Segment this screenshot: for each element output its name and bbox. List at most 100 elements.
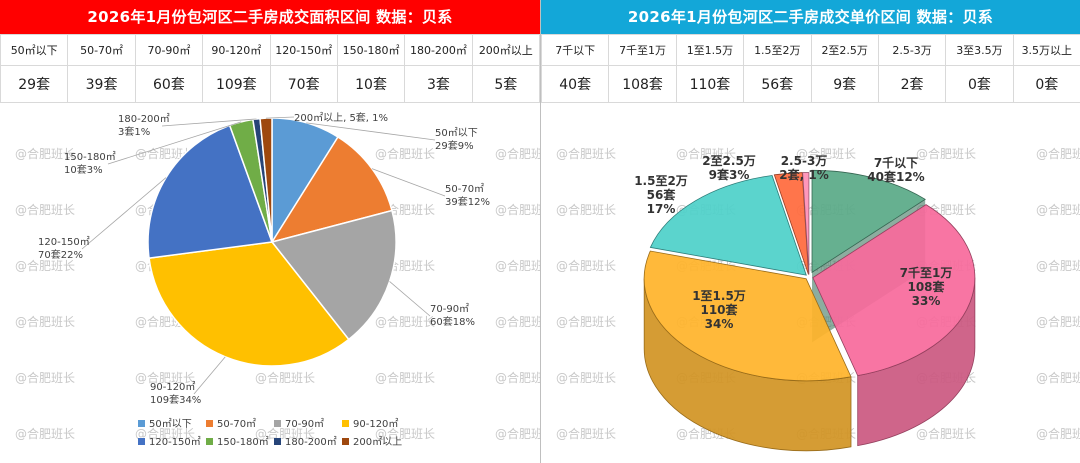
right-header-cell: 7千至1万 bbox=[608, 34, 677, 66]
watermark-text: @合肥班长 bbox=[15, 258, 75, 273]
watermark-text: @合肥班长 bbox=[1036, 202, 1080, 217]
left-header-cell: 50㎡以下 bbox=[0, 34, 69, 66]
data-label: 2套, 1% bbox=[779, 167, 828, 182]
left-value-cell: 70套 bbox=[269, 65, 338, 103]
legend-swatch bbox=[274, 420, 281, 427]
data-label: 3套1% bbox=[118, 125, 150, 138]
watermark-text: @合肥班长 bbox=[135, 370, 195, 385]
right-header-cell: 7千以下 bbox=[540, 34, 610, 66]
leader-line bbox=[389, 281, 431, 317]
legend-swatch bbox=[138, 438, 145, 445]
chart-legend: 50㎡以下 50-70㎡ 70-90㎡ 90-120㎡ 120-150㎡ 150-180㎡… bbox=[138, 418, 402, 448]
data-label: 40套12% bbox=[867, 169, 924, 184]
pie-slice bbox=[148, 241, 350, 367]
left-value-cell: 3套 bbox=[404, 65, 473, 103]
legend-label: 90-120㎡ bbox=[353, 418, 398, 430]
area-summary-table: 50㎡以下 50-70㎡ 70-90㎡ 90-120㎡ 120-150㎡ 150-180㎡… bbox=[0, 34, 541, 103]
legend-swatch bbox=[206, 420, 213, 427]
left-header-cell: 150-180㎡ bbox=[336, 34, 406, 66]
data-label: 109套34% bbox=[150, 393, 201, 406]
right-value-cell: 56套 bbox=[743, 65, 812, 103]
leader-line bbox=[371, 168, 446, 197]
data-label: 110套 bbox=[700, 302, 738, 317]
left-value-cell: 10套 bbox=[336, 65, 406, 103]
watermark-text: @合肥班长 bbox=[1036, 314, 1080, 329]
left-value-cell: 60套 bbox=[134, 65, 204, 103]
watermark-text: @合肥班长 bbox=[135, 146, 195, 161]
watermark-text: @合肥班长 bbox=[556, 314, 616, 329]
watermark-text: @合肥班长 bbox=[916, 146, 976, 161]
legend-label: 70-90㎡ bbox=[285, 418, 324, 430]
watermark-text: @合肥班长 bbox=[375, 370, 435, 385]
leader-line bbox=[81, 177, 167, 250]
data-label: 50㎡以下 bbox=[435, 127, 478, 139]
right-header-cell: 1至1.5万 bbox=[675, 34, 745, 66]
right-header-cell: 3至3.5万 bbox=[945, 34, 1014, 66]
legend-label: 50㎡以下 bbox=[149, 418, 192, 430]
legend-label: 150-180㎡ bbox=[217, 436, 269, 448]
pie-3d-tops bbox=[643, 169, 976, 382]
data-label: 200㎡以上, 5套, 1% bbox=[294, 111, 388, 124]
watermark-text: @合肥班长 bbox=[375, 146, 435, 161]
watermark-text: @合肥班长 bbox=[1036, 370, 1080, 385]
data-label: 7千至1万 bbox=[900, 265, 953, 280]
pie-slice bbox=[812, 204, 976, 377]
legend-label: 120-150㎡ bbox=[149, 436, 201, 448]
data-label: 2至2.5万 bbox=[702, 154, 756, 168]
left-header-cell: 50-70㎡ bbox=[67, 34, 136, 66]
watermark-text: @合肥班长 bbox=[135, 426, 195, 441]
watermark-text: @合肥班长 bbox=[375, 314, 435, 329]
right-value-cell: 9套 bbox=[810, 65, 879, 103]
watermark-text: @合肥班长 bbox=[375, 426, 435, 441]
data-label: 50-70㎡ bbox=[445, 183, 484, 195]
data-label: 39套12% bbox=[445, 195, 490, 208]
area-chart-title: 2026年1月份包河区二手房成交面积区间 数据：贝系 bbox=[0, 0, 540, 34]
watermark-text: @合肥班长 bbox=[556, 258, 616, 273]
data-label: 7千以下 bbox=[874, 155, 918, 170]
left-header-cell: 70-90㎡ bbox=[134, 34, 204, 66]
right-header-cell: 1.5至2万 bbox=[743, 34, 812, 66]
watermark-text: @合肥班长 bbox=[15, 202, 75, 217]
right-header-cell: 2.5-3万 bbox=[877, 34, 947, 66]
data-label: 120-150㎡ bbox=[38, 236, 90, 248]
data-label: 108套 bbox=[907, 279, 945, 294]
watermark-text: @合肥班长 bbox=[495, 370, 540, 385]
right-value-cell: 110套 bbox=[675, 65, 745, 103]
watermark-text: @合肥班长 bbox=[15, 314, 75, 329]
leader-line bbox=[265, 116, 295, 119]
watermark-text: @合肥班长 bbox=[1036, 146, 1080, 161]
price-summary-table: 7千以下 7千至1万 1至1.5万 1.5至2万 2至2.5万 2.5-3万 3至3.5万 3… bbox=[540, 34, 1080, 103]
left-value-cell: 5套 bbox=[471, 65, 541, 103]
leader-line bbox=[107, 121, 242, 165]
watermark-text: @合肥班长 bbox=[255, 426, 315, 441]
left-header-cell: 200㎡以上 bbox=[471, 34, 541, 66]
area-panel: 2026年1月份包河区二手房成交面积区间 数据：贝系 50㎡以下 50-70㎡ 70… bbox=[0, 0, 541, 448]
legend-swatch bbox=[342, 420, 349, 427]
left-header-cell: 120-150㎡ bbox=[269, 34, 338, 66]
leader-line bbox=[193, 356, 226, 395]
data-label: 10套3% bbox=[64, 163, 103, 176]
legend-swatch bbox=[138, 420, 145, 427]
right-value-cell: 108套 bbox=[608, 65, 677, 103]
right-header-cell: 2至2.5万 bbox=[810, 34, 879, 66]
watermark-text: @合肥班长 bbox=[556, 202, 616, 217]
watermark-text: @合肥班长 bbox=[1036, 258, 1080, 273]
watermark-text: @合肥班长 bbox=[556, 370, 616, 385]
watermark-text: @合肥班长 bbox=[15, 370, 75, 385]
data-label: 1至1.5万 bbox=[692, 289, 746, 303]
price-panel: 2026年1月份包河区二手房成交单价区间 数据：贝系 7千以下 7千至1万 1至1.… bbox=[540, 0, 1080, 463]
data-label: 2.5-3万 bbox=[781, 154, 828, 168]
pie-slice bbox=[649, 175, 807, 276]
legend-label: 200㎡以上 bbox=[353, 436, 402, 448]
watermark-text: @合肥班长 bbox=[15, 146, 75, 161]
right-value-cell: 40套 bbox=[540, 65, 610, 103]
pie-slice bbox=[802, 172, 810, 275]
legend-swatch bbox=[274, 438, 281, 445]
pie-slice bbox=[811, 169, 926, 274]
watermark-text: @合肥班长 bbox=[495, 202, 540, 217]
watermark-text: @合肥班长 bbox=[556, 426, 616, 441]
pie-slice bbox=[773, 172, 809, 275]
watermark-text: @合肥班长 bbox=[916, 426, 976, 441]
data-label: 60套18% bbox=[430, 315, 475, 328]
price-pie-chart: @合肥班长 @合肥班长 @合肥班长 @合肥班长 @合肥班长 @合肥班长 @合肥班长 @合肥班长… bbox=[556, 146, 1080, 452]
